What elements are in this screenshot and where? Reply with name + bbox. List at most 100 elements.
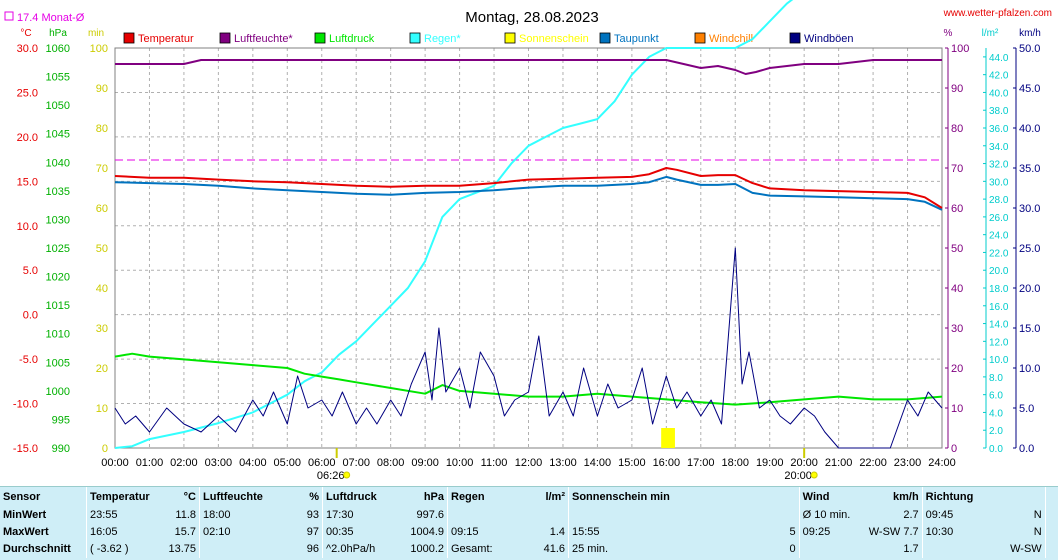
x-tick-label: 23:00 <box>894 457 922 469</box>
wind-value: 1.7 <box>903 543 919 555</box>
y-tick-label: 44.0 <box>989 53 1009 64</box>
month-avg-label: 17.4 Monat-Ø <box>17 12 85 24</box>
dir-value: N <box>1033 526 1042 538</box>
month-avg-icon <box>4 11 14 21</box>
legend-swatch <box>599 32 611 44</box>
x-tick-label: 08:00 <box>377 457 405 469</box>
sun-value: 5 <box>789 526 796 538</box>
y-tick-label: 995 <box>52 414 70 426</box>
stats-row-max: MaxWert 16:05 15.7 02:10 97 00:35 1004.9… <box>0 524 1058 541</box>
y-tick-label: 30.0 <box>1019 203 1040 215</box>
series-line <box>114 352 943 406</box>
rain-time: 09:15 <box>447 524 514 541</box>
header-wind: Wind <box>798 487 856 507</box>
row-label: MaxWert <box>3 526 49 538</box>
x-tick-label: 09:00 <box>411 457 439 469</box>
press-value: 1004.9 <box>410 526 444 538</box>
stats-filler <box>1044 507 1058 524</box>
y-tick-label: 22.0 <box>989 248 1009 259</box>
y-tick-label: 6.0 <box>989 391 1003 402</box>
header-pressure: Luftdruck <box>322 487 389 507</box>
legend-swatch <box>219 32 231 44</box>
temp-time: 16:05 <box>86 524 153 541</box>
x-tick-label: 20:00 <box>790 457 818 469</box>
x-tick-label: 10:00 <box>446 457 474 469</box>
y-tick-label: 5.0 <box>23 265 38 277</box>
dir-time: 10:30 <box>921 524 989 541</box>
legend-label: Sonnenschein <box>519 33 589 45</box>
y-tick-label: 2.0 <box>989 426 1003 437</box>
rain-time <box>447 507 514 524</box>
y-tick-label: -15.0 <box>13 443 38 455</box>
y-tick-label: 1015 <box>46 300 70 312</box>
axis-unit-label: % <box>944 28 953 39</box>
header-humidity: Luftfeuchte <box>199 487 276 507</box>
y-tick-label: 42.0 <box>989 71 1009 82</box>
rain-value: 1.4 <box>549 526 565 538</box>
x-tick-label: 15:00 <box>618 457 646 469</box>
y-tick-label: 60 <box>96 203 108 215</box>
temp-value: 11.8 <box>175 509 196 521</box>
legend-label: Windchill <box>709 33 753 45</box>
y-tick-label: 10.0 <box>1019 363 1040 375</box>
y-tick-label: 60 <box>951 203 963 215</box>
temp-value: 15.7 <box>174 526 196 538</box>
wind-time <box>798 541 856 558</box>
y-tick-label: 24.0 <box>989 231 1009 242</box>
series-line <box>114 167 943 209</box>
stats-row-average: Durchschnitt ( -3.62 ) 13.75 96 ^2.0hPa/… <box>0 541 1058 558</box>
y-tick-label: 15.0 <box>1019 323 1040 335</box>
header-humidity-unit: % <box>309 491 319 503</box>
y-tick-label: 50.0 <box>1019 43 1040 55</box>
y-tick-label: 20.0 <box>1019 283 1040 295</box>
y-tick-label: 30.0 <box>17 43 38 55</box>
legend-swatch <box>504 32 516 44</box>
sun-time: 15:55 <box>568 524 747 541</box>
chart-grid <box>114 47 943 449</box>
wind-value: 2.7 <box>903 509 919 521</box>
y-tick-label: 990 <box>52 443 70 455</box>
sun-time <box>568 507 747 524</box>
y-tick-label: 8.0 <box>989 373 1003 384</box>
stats-row-min: MinWert 23:55 11.8 18:00 93 17:30 997.6 … <box>0 507 1058 524</box>
x-tick-label: 19:00 <box>756 457 784 469</box>
header-sunshine: Sonnenschein min <box>568 487 800 507</box>
y-tick-label: 0 <box>951 443 957 455</box>
y-tick-label: 0.0 <box>23 310 38 322</box>
y-tick-label: 50 <box>951 243 963 255</box>
axis-unit-label: hPa <box>49 28 67 39</box>
x-tick-label: 01:00 <box>136 457 164 469</box>
y-tick-label: 40 <box>951 283 963 295</box>
y-tick-label: 0.0 <box>989 444 1003 455</box>
y-tick-label: 1020 <box>46 272 70 284</box>
axis-unit-label: km/h <box>1019 28 1041 39</box>
rain-value <box>514 507 569 524</box>
source-link[interactable]: www.wetter-pfalzen.com <box>943 8 1052 19</box>
y-tick-label: 80 <box>951 123 963 135</box>
x-tick-label: 12:00 <box>515 457 543 469</box>
y-tick-label: 30 <box>96 323 108 335</box>
press-value: 1000.2 <box>410 543 444 555</box>
x-tick-label: 14:00 <box>584 457 612 469</box>
temp-value: 13.75 <box>168 543 196 555</box>
stats-filler <box>1044 487 1058 507</box>
dir-value: W-SW <box>1010 543 1042 555</box>
press-time: ^2.0hPa/h <box>322 541 389 558</box>
sunrise-label: 06:26 <box>317 470 345 482</box>
y-tick-label: 40 <box>96 283 108 295</box>
x-tick-label: 04:00 <box>239 457 267 469</box>
x-tick-label: 13:00 <box>549 457 577 469</box>
axis-unit-label: l/m² <box>982 28 999 39</box>
y-tick-label: 20 <box>951 363 963 375</box>
hum-value: 96 <box>306 543 319 555</box>
legend-swatch <box>123 32 135 44</box>
y-tick-label: 1035 <box>46 186 70 198</box>
temp-time: 23:55 <box>86 507 153 524</box>
series-line <box>115 59 942 75</box>
y-tick-label: 100 <box>951 43 969 55</box>
y-tick-label: 5.0 <box>1019 403 1034 415</box>
y-tick-label: 10 <box>951 403 963 415</box>
legend-label: Taupunkt <box>614 33 659 45</box>
header-direction: Richtung <box>921 487 989 507</box>
x-tick-label: 21:00 <box>825 457 853 469</box>
